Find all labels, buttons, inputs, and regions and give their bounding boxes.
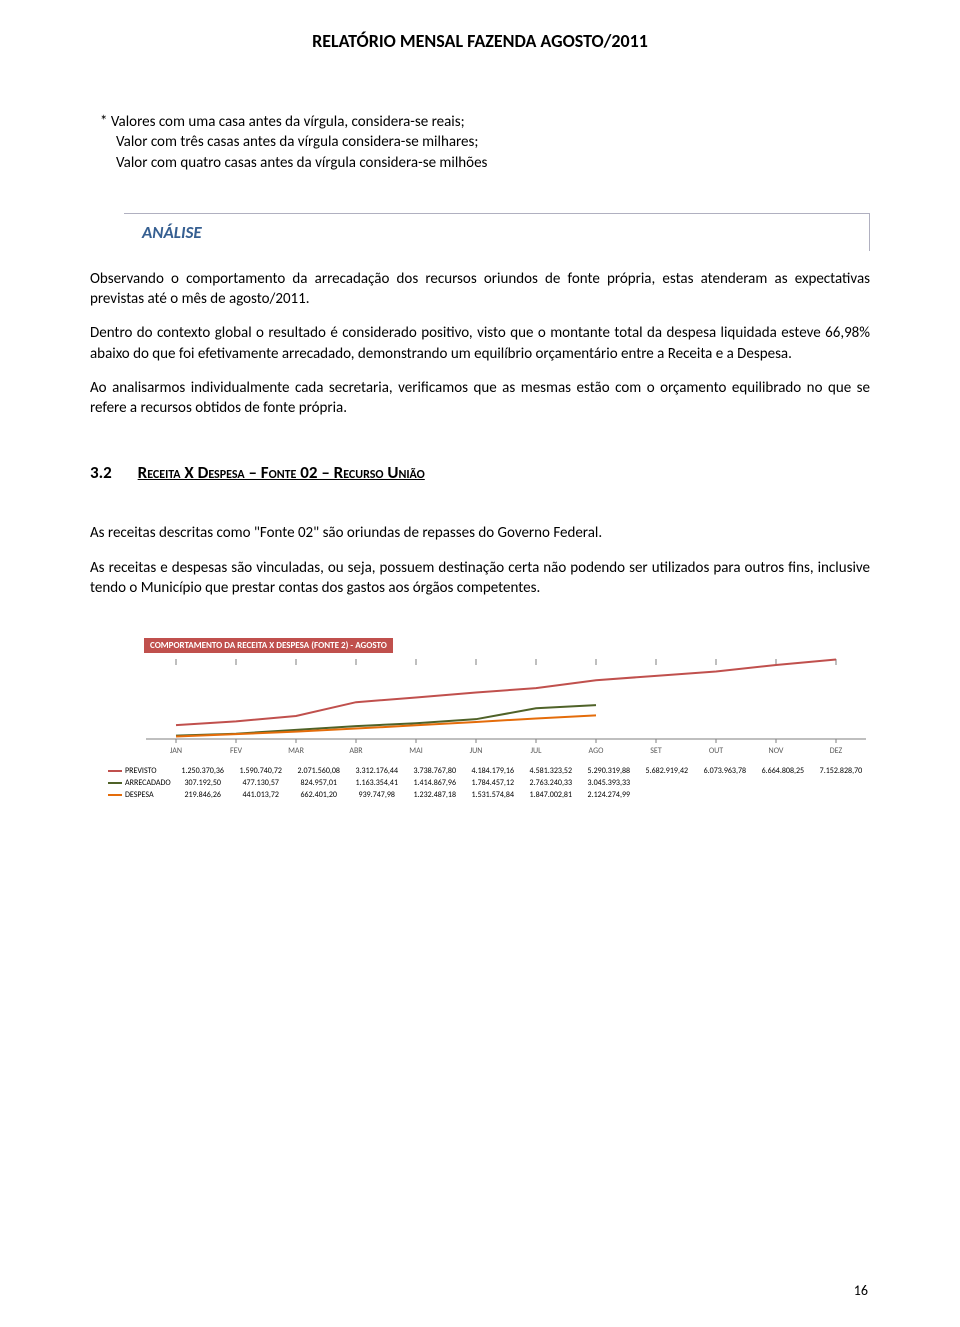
note-line-3: Valor com quatro casas antes da vírgula … bbox=[100, 153, 870, 173]
table-cell: 441.013,72 bbox=[232, 789, 290, 801]
table-cell: 2.071.560,08 bbox=[290, 765, 348, 777]
table-cell: 1.847.002,81 bbox=[522, 789, 580, 801]
table-cell: 3.738.767,80 bbox=[406, 765, 464, 777]
table-cell: 824.957,01 bbox=[290, 777, 348, 789]
table-cell: 7.152.828,70 bbox=[812, 765, 870, 777]
chart-container: COMPORTAMENTO DA RECEITA X DESPESA (FONT… bbox=[90, 634, 870, 801]
table-cell bbox=[812, 777, 870, 789]
table-row-label: ARRECADADO bbox=[90, 777, 174, 789]
section-heading: 3.2 Receita X Despesa – Fonte 02 – Recur… bbox=[90, 462, 870, 483]
table-cell: 2.124.274,99 bbox=[580, 789, 638, 801]
analise-paragraph-3: Ao analisarmos individualmente cada secr… bbox=[90, 378, 870, 419]
table-cell bbox=[696, 789, 754, 801]
table-cell: 1.531.574,84 bbox=[464, 789, 522, 801]
table-cell bbox=[696, 777, 754, 789]
analise-paragraph-1: Observando o comportamento da arrecadaçã… bbox=[90, 269, 870, 310]
svg-text:ABR: ABR bbox=[349, 746, 363, 756]
section-label: Receita X Despesa – Fonte 02 – Recurso U… bbox=[138, 462, 425, 483]
table-cell: 3.312.176,44 bbox=[348, 765, 406, 777]
table-cell: 4.184.179,16 bbox=[464, 765, 522, 777]
svg-text:JUN: JUN bbox=[470, 746, 483, 756]
value-notes: * Valores com uma casa antes da vírgula,… bbox=[100, 112, 870, 173]
table-cell bbox=[638, 789, 696, 801]
svg-text:DEZ: DEZ bbox=[830, 746, 843, 756]
note-line-2: Valor com três casas antes da vírgula co… bbox=[100, 132, 870, 152]
svg-text:NOV: NOV bbox=[769, 746, 784, 756]
table-cell: 1.232.487,18 bbox=[406, 789, 464, 801]
chart-title: COMPORTAMENTO DA RECEITA X DESPESA (FONT… bbox=[144, 638, 393, 653]
svg-text:FEV: FEV bbox=[230, 746, 243, 756]
page-header-title: RELATÓRIO MENSAL FAZENDA AGOSTO/2011 bbox=[90, 30, 870, 52]
table-cell: 477.130,57 bbox=[232, 777, 290, 789]
svg-text:SET: SET bbox=[650, 746, 662, 756]
section-paragraph-2: As receitas e despesas são vinculadas, o… bbox=[90, 558, 870, 599]
table-cell: 5.682.919,42 bbox=[638, 765, 696, 777]
table-cell bbox=[754, 789, 812, 801]
table-cell: 939.747,98 bbox=[348, 789, 406, 801]
table-cell: 5.290.319,88 bbox=[580, 765, 638, 777]
section-paragraph-1: As receitas descritas como "Fonte 02" sã… bbox=[90, 523, 870, 543]
chart-data-table: PREVISTO1.250.370,361.590.740,722.071.56… bbox=[90, 765, 870, 801]
svg-text:JAN: JAN bbox=[170, 746, 182, 756]
svg-text:MAI: MAI bbox=[409, 746, 422, 756]
table-cell: 6.664.808,25 bbox=[754, 765, 812, 777]
table-cell: 307.192,50 bbox=[174, 777, 232, 789]
analise-paragraph-2: Dentro do contexto global o resultado é … bbox=[90, 323, 870, 364]
table-row-label: PREVISTO bbox=[90, 765, 174, 777]
svg-text:JUL: JUL bbox=[530, 746, 542, 756]
table-cell: 219.846,26 bbox=[174, 789, 232, 801]
table-cell: 1.784.457,12 bbox=[464, 777, 522, 789]
table-cell: 1.414.867,96 bbox=[406, 777, 464, 789]
line-chart: JAN FEV MAR ABR MAI JUN JUL AGO SET OUT NOV DEZ bbox=[90, 653, 870, 763]
table-cell: 662.401,20 bbox=[290, 789, 348, 801]
table-row-label: DESPESA bbox=[90, 789, 174, 801]
analise-heading-box: ANÁLISE bbox=[124, 213, 870, 251]
svg-text:MAR: MAR bbox=[288, 746, 304, 756]
svg-text:OUT: OUT bbox=[709, 746, 723, 756]
page-number: 16 bbox=[854, 1282, 868, 1299]
analise-title: ANÁLISE bbox=[142, 222, 202, 243]
note-line-1: * Valores com uma casa antes da vírgula,… bbox=[100, 112, 870, 132]
svg-text:AGO: AGO bbox=[589, 746, 605, 756]
table-cell: 6.073.963,78 bbox=[696, 765, 754, 777]
table-cell: 3.045.393,33 bbox=[580, 777, 638, 789]
table-cell: 1.590.740,72 bbox=[232, 765, 290, 777]
table-cell: 1.250.370,36 bbox=[174, 765, 232, 777]
table-cell bbox=[754, 777, 812, 789]
table-cell bbox=[638, 777, 696, 789]
table-cell: 1.163.354,41 bbox=[348, 777, 406, 789]
section-number: 3.2 bbox=[90, 462, 112, 483]
table-cell: 2.763.240,33 bbox=[522, 777, 580, 789]
table-cell: 4.581.323,52 bbox=[522, 765, 580, 777]
table-cell bbox=[812, 789, 870, 801]
